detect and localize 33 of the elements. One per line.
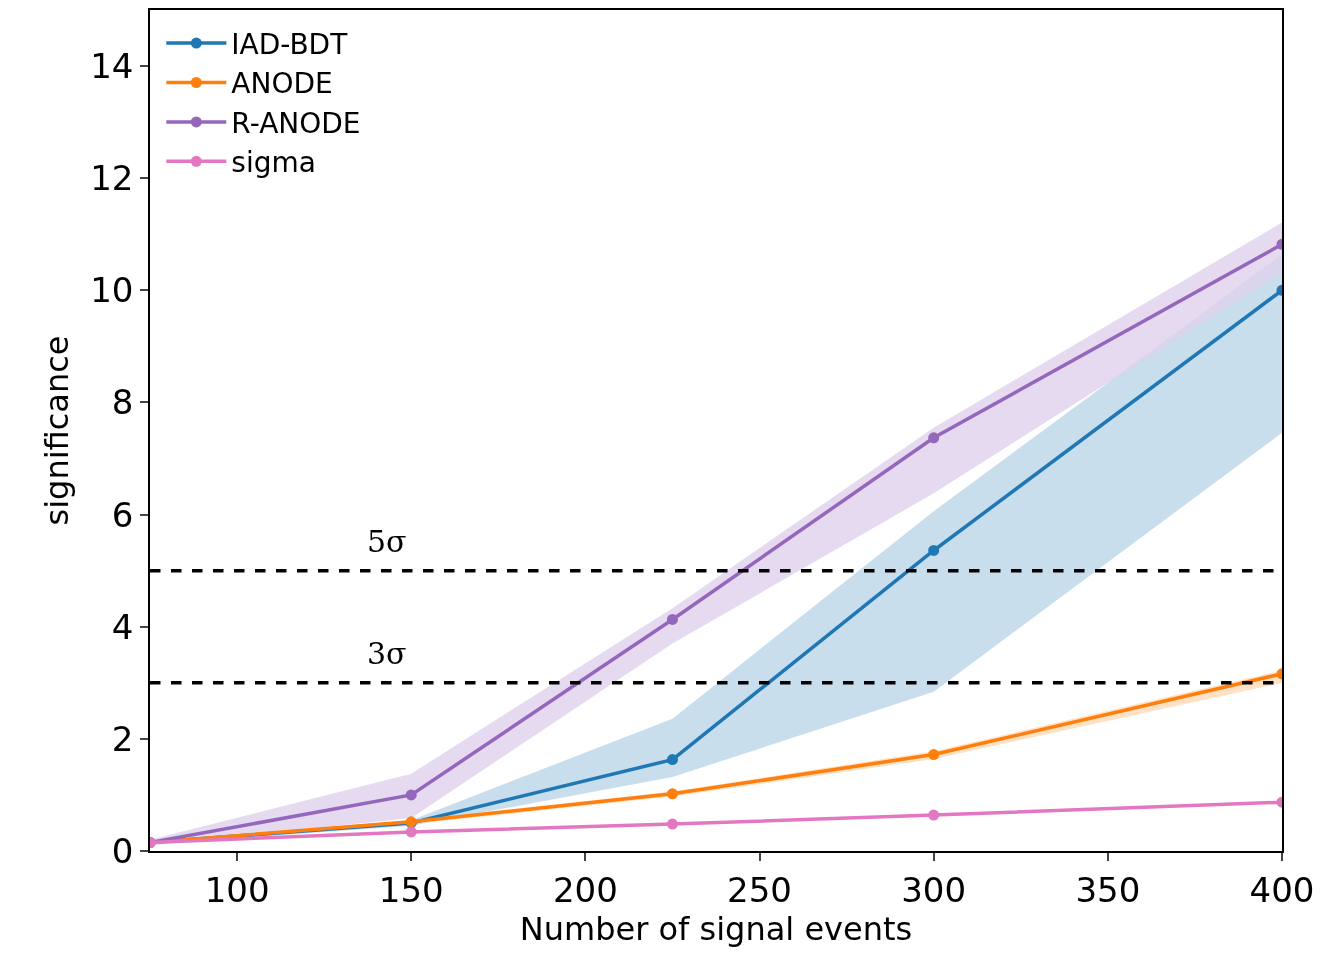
y-tick-label: 12	[90, 158, 134, 199]
point	[405, 789, 417, 801]
ref-line-label: 5σ	[367, 524, 407, 559]
point	[928, 432, 940, 444]
y-tick-label: 6	[111, 494, 134, 535]
x-tick-label: 300	[901, 869, 967, 910]
legend-label: IAD-BDT	[231, 28, 349, 62]
y-tick-label: 4	[111, 606, 134, 647]
point	[666, 613, 678, 625]
y-tick-label: 8	[111, 382, 134, 423]
point	[405, 826, 417, 838]
x-tick-label: 150	[378, 869, 444, 910]
x-tick-label: 250	[727, 869, 792, 910]
x-tick-label: 350	[1075, 869, 1141, 910]
y-tick-label: 0	[111, 830, 134, 871]
x-tick-label: 100	[204, 869, 270, 910]
y-tick-label: 2	[111, 718, 134, 759]
x-tick-label: 400	[1249, 869, 1315, 910]
y-tick-label: 14	[90, 45, 134, 86]
point	[666, 788, 678, 800]
point	[928, 544, 940, 556]
legend-label: sigma	[231, 146, 316, 180]
x-tick-label: 200	[552, 869, 618, 910]
y-tick-label: 10	[90, 270, 134, 311]
legend-label: ANODE	[231, 67, 333, 101]
point	[928, 749, 940, 761]
point	[928, 809, 940, 821]
point	[666, 818, 678, 830]
x-axis-title: Number of signal events	[519, 909, 913, 948]
point	[666, 754, 678, 766]
legend-label: R-ANODE	[231, 106, 361, 140]
y-axis-title: significance	[37, 335, 76, 526]
ref-line-label: 3σ	[367, 636, 407, 671]
